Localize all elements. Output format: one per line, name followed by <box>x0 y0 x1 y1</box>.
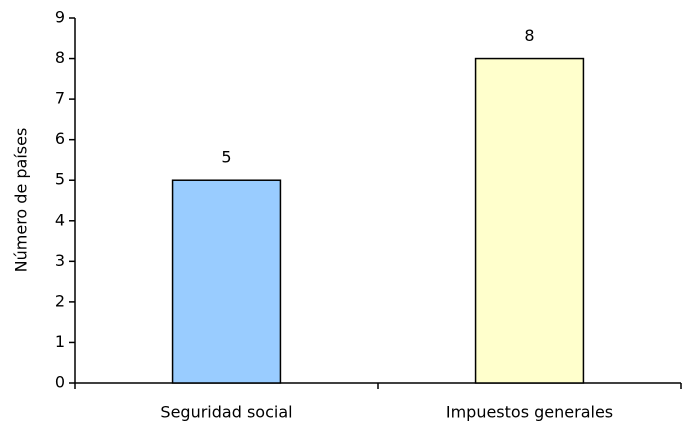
y-tick-label: 1 <box>55 332 65 351</box>
y-tick-label: 5 <box>55 170 65 189</box>
y-tick-label: 8 <box>55 48 65 67</box>
x-tick-label: Impuestos generales <box>446 403 613 422</box>
data-label: 8 <box>524 26 534 45</box>
bar <box>171 179 282 384</box>
y-tick-label: 3 <box>55 251 65 270</box>
y-tick-label: 9 <box>55 8 65 27</box>
y-tick-label: 2 <box>55 291 65 310</box>
bar <box>474 57 585 384</box>
y-tick-label: 6 <box>55 129 65 148</box>
y-tick-label: 0 <box>55 373 65 392</box>
y-axis-label: Número de países <box>12 128 31 273</box>
x-tick-label: Seguridad social <box>160 403 292 422</box>
y-tick-label: 7 <box>55 89 65 108</box>
data-label: 5 <box>221 148 231 167</box>
y-tick-label: 4 <box>55 210 65 229</box>
